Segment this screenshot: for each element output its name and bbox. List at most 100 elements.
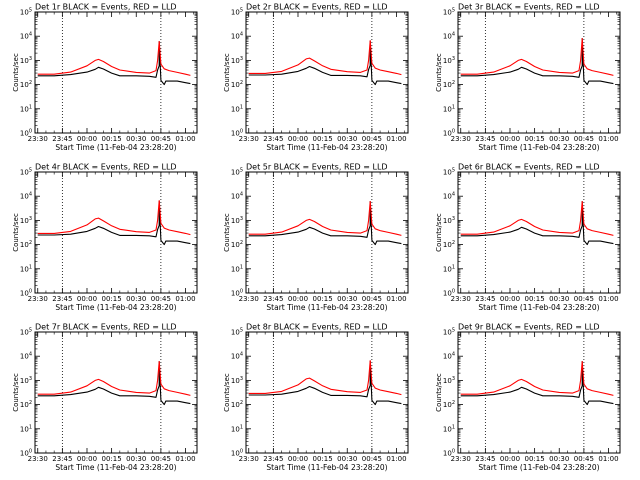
x-tick-label: 00:00 xyxy=(77,295,97,303)
x-tick-label: 00:45 xyxy=(574,295,594,303)
y-tick-label: 105 xyxy=(231,328,243,337)
x-tick-label: 01:00 xyxy=(386,135,406,143)
x-tick-label: 00:30 xyxy=(337,295,357,303)
x-axis-label: Start Time (11-Feb-04 23:28:20) xyxy=(55,303,176,312)
events-series-line xyxy=(460,201,614,246)
x-tick-label: 00:30 xyxy=(337,455,357,463)
x-axis-label: Start Time (11-Feb-04 23:28:20) xyxy=(478,303,599,312)
y-axis-label: Counts/sec xyxy=(223,213,231,252)
panel-title: Det 6r BLACK = Events, RED = LLD xyxy=(458,163,600,172)
y-axis-label: Counts/sec xyxy=(435,373,443,412)
y-tick-label: 100 xyxy=(443,289,455,298)
y-tick-label: 102 xyxy=(231,400,243,409)
y-tick-label: 105 xyxy=(443,168,455,177)
y-tick-label: 103 xyxy=(20,216,32,225)
x-tick-label: 00:30 xyxy=(549,455,569,463)
y-axis-label: Counts/sec xyxy=(435,53,443,92)
y-tick-label: 103 xyxy=(443,376,455,385)
events-series-line xyxy=(37,200,191,246)
x-tick-label: 00:15 xyxy=(525,455,545,463)
events-series-line xyxy=(37,41,191,86)
panel-title: Det 9r BLACK = Events, RED = LLD xyxy=(458,323,600,332)
x-axis-label: Start Time (11-Feb-04 23:28:20) xyxy=(266,143,387,152)
x-tick-label: 00:30 xyxy=(337,135,357,143)
y-tick-label: 105 xyxy=(443,8,455,17)
x-tick-label: 01:00 xyxy=(175,135,195,143)
lld-series-line xyxy=(460,361,614,396)
x-tick-label: 23:45 xyxy=(475,455,495,463)
y-tick-label: 103 xyxy=(443,56,455,65)
x-tick-label: 23:30 xyxy=(451,135,471,143)
panel-det-7: Det 7r BLACK = Events, RED = LLD 100 101 10… xyxy=(12,323,198,472)
x-tick-label: 00:15 xyxy=(102,135,122,143)
x-tick-label: 00:45 xyxy=(574,455,594,463)
y-tick-label: 103 xyxy=(20,376,32,385)
x-tick-label: 23:45 xyxy=(52,295,72,303)
lld-series-line xyxy=(460,201,614,236)
x-tick-label: 00:15 xyxy=(525,295,545,303)
lld-series-line xyxy=(37,41,191,76)
panel-det-3: Det 3r BLACK = Events, RED = LLD 100 101 10… xyxy=(435,3,621,152)
x-axis-label: Start Time (11-Feb-04 23:28:20) xyxy=(55,463,176,472)
x-axis-label: Start Time (11-Feb-04 23:28:20) xyxy=(266,303,387,312)
y-tick-label: 105 xyxy=(20,328,32,337)
plot-frame xyxy=(34,11,198,134)
panel-det-5: Det 5r BLACK = Events, RED = LLD 100 101 10… xyxy=(223,163,409,312)
x-tick-label: 23:45 xyxy=(52,135,72,143)
y-tick-label: 104 xyxy=(443,32,455,41)
y-tick-label: 103 xyxy=(231,376,243,385)
x-tick-label: 00:00 xyxy=(500,135,520,143)
x-tick-label: 23:45 xyxy=(52,455,72,463)
plot-frame xyxy=(245,11,409,134)
x-tick-label: 00:45 xyxy=(362,455,382,463)
x-tick-label: 00:00 xyxy=(288,455,308,463)
lld-series-line xyxy=(37,200,191,236)
x-tick-label: 01:00 xyxy=(598,455,618,463)
x-axis-label: Start Time (11-Feb-04 23:28:20) xyxy=(478,463,599,472)
panel-det-2: Det 2r BLACK = Events, RED = LLD 100 101 10… xyxy=(223,3,409,152)
panel-title: Det 3r BLACK = Events, RED = LLD xyxy=(458,3,600,12)
y-tick-label: 101 xyxy=(231,424,243,433)
panel-title: Det 4r BLACK = Events, RED = LLD xyxy=(35,163,177,172)
y-tick-label: 100 xyxy=(20,129,32,138)
panel-det-6: Det 6r BLACK = Events, RED = LLD 100 101 10… xyxy=(435,163,621,312)
y-tick-label: 102 xyxy=(231,80,243,89)
y-tick-label: 101 xyxy=(443,104,455,113)
panel-det-4: Det 4r BLACK = Events, RED = LLD 100 101 10… xyxy=(12,163,198,312)
y-tick-label: 102 xyxy=(443,400,455,409)
x-axis-label: Start Time (11-Feb-04 23:28:20) xyxy=(266,463,387,472)
plot-frame xyxy=(457,331,621,454)
events-series-line xyxy=(460,37,614,86)
x-tick-label: 00:15 xyxy=(102,455,122,463)
y-tick-label: 103 xyxy=(443,216,455,225)
y-tick-label: 102 xyxy=(443,80,455,89)
y-axis-label: Counts/sec xyxy=(12,53,20,92)
plot-frame xyxy=(457,171,621,294)
x-tick-label: 00:45 xyxy=(151,295,171,303)
y-tick-label: 105 xyxy=(231,168,243,177)
plot-frame xyxy=(34,171,198,294)
x-tick-label: 00:30 xyxy=(549,135,569,143)
plot-frame xyxy=(245,171,409,294)
panel-det-8: Det 8r BLACK = Events, RED = LLD 100 101 10… xyxy=(223,323,409,472)
x-tick-label: 23:30 xyxy=(28,455,48,463)
y-tick-label: 103 xyxy=(20,56,32,65)
y-tick-label: 101 xyxy=(231,264,243,273)
x-tick-label: 23:30 xyxy=(451,455,471,463)
y-axis-label: Counts/sec xyxy=(12,213,20,252)
panel-det-9: Det 9r BLACK = Events, RED = LLD 100 101 10… xyxy=(435,323,621,472)
y-tick-label: 104 xyxy=(443,352,455,361)
x-tick-label: 00:00 xyxy=(500,295,520,303)
x-tick-label: 00:00 xyxy=(288,135,308,143)
y-tick-label: 100 xyxy=(20,449,32,458)
y-tick-label: 100 xyxy=(20,289,32,298)
y-tick-label: 105 xyxy=(231,8,243,17)
y-tick-label: 105 xyxy=(20,168,32,177)
x-tick-label: 01:00 xyxy=(175,295,195,303)
y-tick-label: 104 xyxy=(231,32,243,41)
y-tick-label: 100 xyxy=(443,129,455,138)
y-tick-label: 101 xyxy=(443,264,455,273)
x-axis-label: Start Time (11-Feb-04 23:28:20) xyxy=(55,143,176,152)
